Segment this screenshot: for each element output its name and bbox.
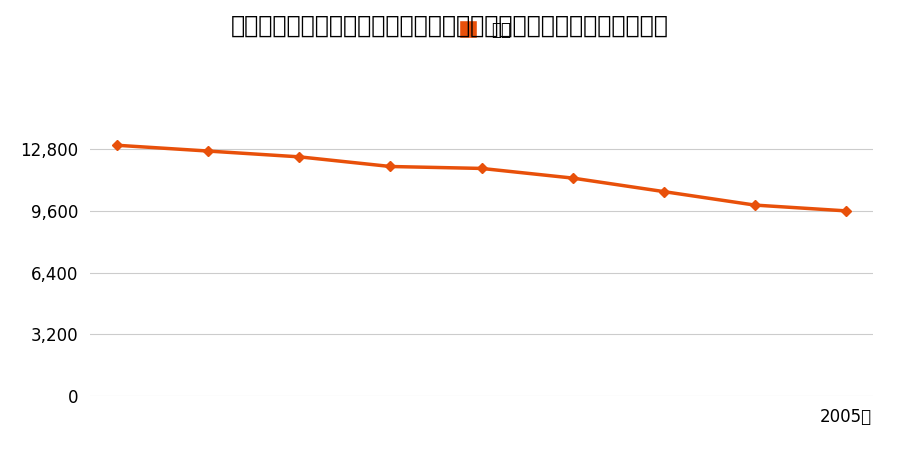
Text: 三重県一志郡一志町大字井関字そゝこ平尾１１４７番１外の地価推移: 三重県一志郡一志町大字井関字そゝこ平尾１１４７番１外の地価推移 bbox=[231, 14, 669, 37]
Legend: 価格: 価格 bbox=[452, 21, 511, 39]
